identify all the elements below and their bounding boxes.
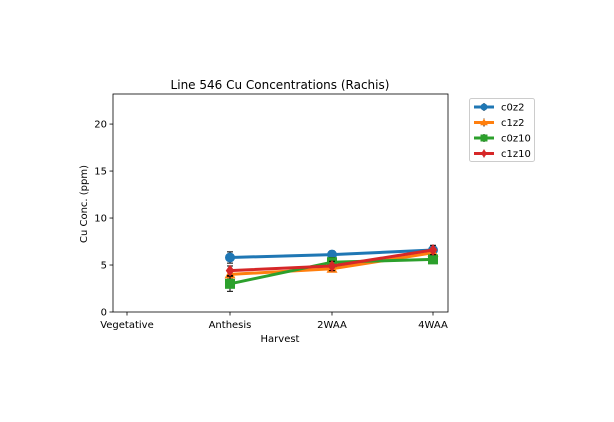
x-tick-label: Vegetative bbox=[100, 320, 154, 331]
legend-marker bbox=[480, 103, 488, 111]
legend-marker bbox=[480, 134, 488, 142]
legend-box bbox=[469, 98, 535, 162]
axes-layer: 0 5 10 15 20 Vegetative Anthesis 2WAA 4WAA bbox=[94, 93, 449, 331]
legend-item-c1z10: c1z10 bbox=[474, 149, 531, 160]
legend-marker bbox=[481, 149, 487, 158]
chart-title: Line 546 Cu Concentrations (Rachis) bbox=[171, 78, 390, 92]
data-point-c0z2 bbox=[225, 252, 235, 263]
y-tick-label: 0 bbox=[101, 308, 107, 319]
legend-label: c1z10 bbox=[501, 149, 531, 160]
data-point-c0z10 bbox=[225, 278, 235, 289]
data-point-c0z10 bbox=[428, 254, 438, 265]
data-point-c1z10 bbox=[428, 243, 438, 256]
x-tick-label: 2WAA bbox=[317, 320, 347, 331]
y-tick-label: 10 bbox=[94, 214, 107, 225]
legend-item-c1z2: c1z2 bbox=[474, 118, 524, 129]
legend-label: c0z2 bbox=[501, 103, 524, 114]
legend-label: c1z2 bbox=[501, 118, 524, 129]
legend-item-c0z10: c0z10 bbox=[474, 134, 531, 145]
y-axis-label: Cu Conc. (ppm) bbox=[79, 165, 90, 243]
axes-frame bbox=[112, 93, 449, 313]
x-axis-label: Harvest bbox=[261, 334, 300, 345]
series-c1z10 bbox=[225, 243, 438, 277]
y-tick-label: 15 bbox=[94, 167, 107, 178]
series-layer bbox=[224, 243, 439, 292]
y-tick-label: 5 bbox=[101, 261, 107, 272]
data-point-c1z10 bbox=[225, 264, 235, 277]
data-point-c1z10 bbox=[327, 259, 337, 272]
x-tick-label: 4WAA bbox=[418, 320, 448, 331]
x-tick-label: Anthesis bbox=[209, 320, 252, 331]
legend-label: c0z10 bbox=[501, 134, 531, 145]
legend: c0z2 c1z2 c0z10 c1z10 bbox=[469, 98, 535, 162]
legend-marker bbox=[480, 118, 488, 126]
plot-area bbox=[113, 94, 448, 312]
y-tick-label: 20 bbox=[94, 120, 107, 131]
legend-item-c0z2: c0z2 bbox=[474, 103, 524, 114]
